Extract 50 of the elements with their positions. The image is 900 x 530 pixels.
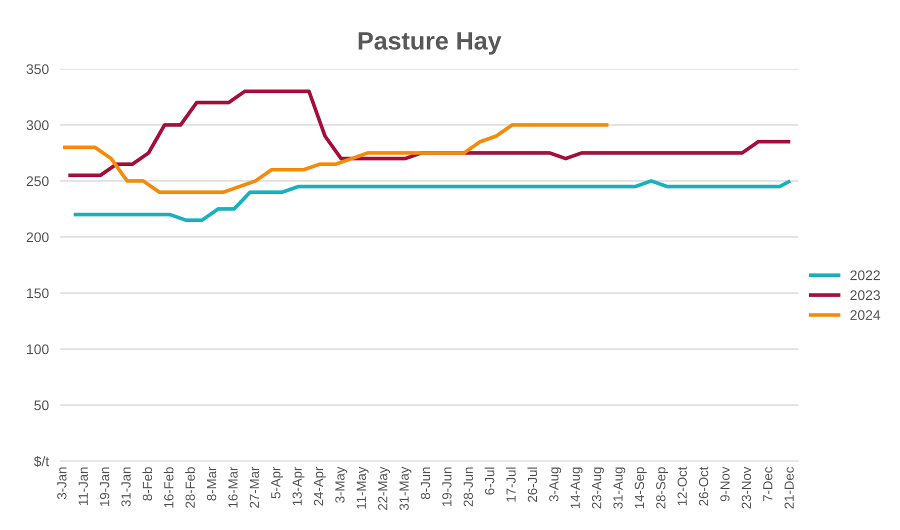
x-tick-label: 7-Dec: [763, 467, 772, 502]
x-tick-label: 23-Nov: [742, 466, 752, 509]
y-tick-label: 300: [26, 120, 49, 130]
y-tick-label: $/t: [34, 456, 50, 468]
y-tick-label: 200: [26, 232, 49, 242]
x-tick-label: 28-Sep: [656, 467, 668, 509]
x-tick-label: 3-Aug: [549, 468, 562, 502]
x-tick-label: 6-Jul: [484, 468, 494, 495]
x-tick-label: 5-Apr: [271, 466, 284, 498]
y-tick-label: 50: [34, 400, 49, 410]
line-series: [61, 123, 610, 194]
line-series: [72, 179, 792, 222]
x-tick-label: 9-Nov: [720, 466, 730, 502]
line-series: [66, 90, 792, 178]
x-tick-label: 17-Jul: [506, 468, 516, 502]
legend-label: 2022: [850, 270, 880, 280]
x-tick-label: 16-Mar: [228, 466, 238, 508]
x-tick-label: 28-Feb: [185, 467, 195, 508]
x-tick-label: 13-Apr: [292, 466, 304, 506]
chart-title: Pasture Hay: [358, 32, 502, 55]
x-tick-label: 31-May: [399, 466, 412, 510]
y-tick-label: 150: [27, 288, 49, 298]
y-tick-label: 100: [27, 344, 49, 354]
x-tick-label: 8-Mar: [206, 466, 216, 501]
x-tick-label: 22-May: [378, 466, 390, 510]
x-tick-label: 8-Feb: [142, 467, 152, 501]
x-tick-label: 31-Aug: [613, 468, 626, 509]
x-tick-label: 3-Jan: [57, 468, 67, 500]
x-tick-label: 16-Feb: [164, 467, 174, 508]
x-tick-label: 19-Jun: [442, 468, 452, 506]
x-tick-label: 23-Aug: [592, 468, 604, 509]
x-tick-label: 11-Jan: [78, 468, 88, 506]
x-tick-label: 26-Jul: [527, 468, 538, 502]
legend-label: 2024: [850, 310, 880, 320]
x-tick-label: 8-Jun: [420, 468, 430, 500]
x-tick-label: 3-May: [335, 466, 348, 503]
y-tick-label: 250: [26, 176, 49, 186]
x-tick-label: 12-Oct: [678, 466, 687, 506]
x-tick-label: 27-Mar: [250, 466, 260, 508]
x-tick-label: 11-May: [356, 466, 369, 509]
x-tick-label: 19-Jan: [100, 468, 110, 506]
x-tick-label: 31-Jan: [121, 468, 131, 506]
x-tick-label: 24-Apr: [314, 466, 326, 506]
y-tick-label: 350: [26, 64, 49, 74]
legend-label: 2023: [850, 290, 880, 300]
x-tick-label: 14-Sep: [634, 467, 647, 508]
x-tick-label: 14-Aug: [570, 468, 583, 508]
x-tick-label: 28-Jun: [464, 468, 473, 506]
x-tick-label: 26-Oct: [698, 466, 708, 506]
x-tick-label: 21-Dec: [784, 467, 794, 509]
